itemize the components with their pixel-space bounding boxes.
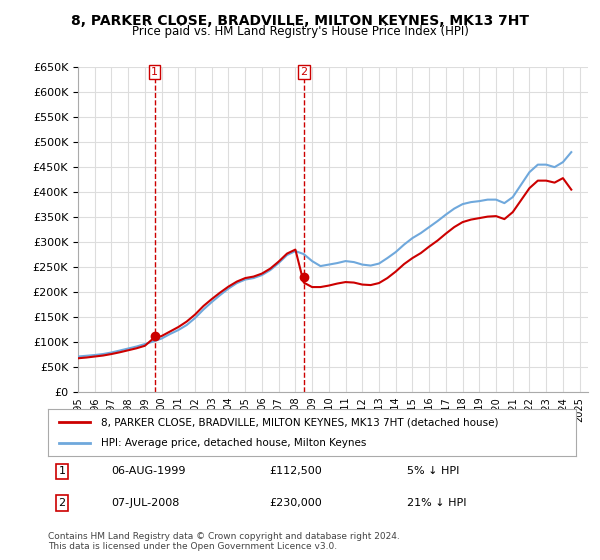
Text: £112,500: £112,500 — [270, 466, 323, 477]
Text: 5% ↓ HPI: 5% ↓ HPI — [407, 466, 460, 477]
Text: 2: 2 — [59, 498, 65, 508]
Text: HPI: Average price, detached house, Milton Keynes: HPI: Average price, detached house, Milt… — [101, 438, 366, 448]
Text: 21% ↓ HPI: 21% ↓ HPI — [407, 498, 467, 508]
Text: 8, PARKER CLOSE, BRADVILLE, MILTON KEYNES, MK13 7HT: 8, PARKER CLOSE, BRADVILLE, MILTON KEYNE… — [71, 14, 529, 28]
Text: 8, PARKER CLOSE, BRADVILLE, MILTON KEYNES, MK13 7HT (detached house): 8, PARKER CLOSE, BRADVILLE, MILTON KEYNE… — [101, 417, 499, 427]
Text: 1: 1 — [59, 466, 65, 477]
Text: 07-JUL-2008: 07-JUL-2008 — [112, 498, 180, 508]
Text: Price paid vs. HM Land Registry's House Price Index (HPI): Price paid vs. HM Land Registry's House … — [131, 25, 469, 38]
Text: 06-AUG-1999: 06-AUG-1999 — [112, 466, 186, 477]
Text: Contains HM Land Registry data © Crown copyright and database right 2024.
This d: Contains HM Land Registry data © Crown c… — [48, 532, 400, 552]
Text: 2: 2 — [301, 67, 307, 77]
Text: £230,000: £230,000 — [270, 498, 323, 508]
Text: 1: 1 — [151, 67, 158, 77]
